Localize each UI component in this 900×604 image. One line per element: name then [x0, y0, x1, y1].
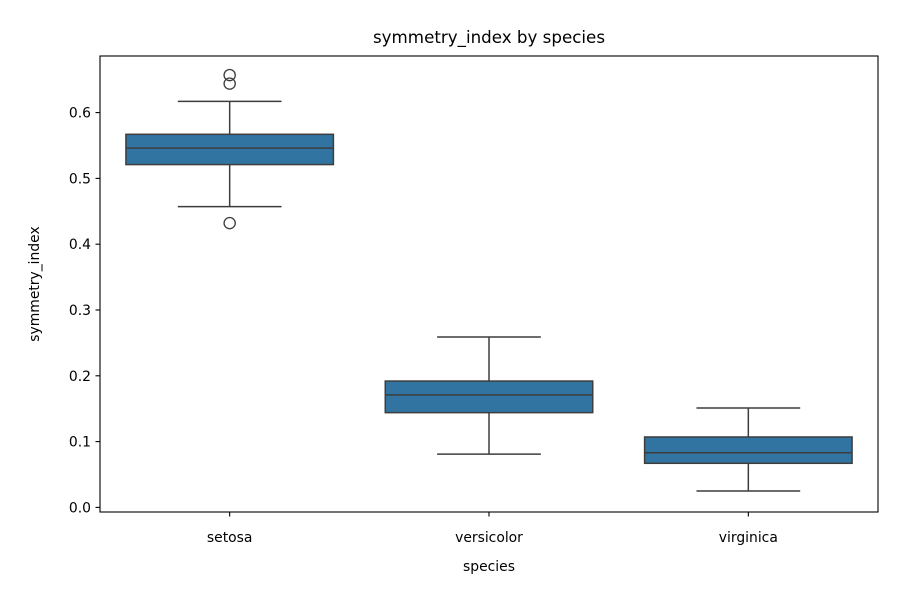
y-tick-label: 0.6 [69, 106, 91, 122]
box-iqr [643, 436, 853, 465]
y-axis-label: symmetry_index [27, 226, 43, 341]
y-tick-label: 0.4 [69, 237, 91, 253]
axes-frame [99, 55, 879, 513]
chart-title: symmetry_index by species [373, 27, 605, 48]
outlier-point [223, 68, 236, 82]
outlier-point [223, 216, 236, 230]
x-axis: setosa versicolor virginica [207, 512, 778, 546]
y-tick-label: 0.5 [69, 171, 91, 187]
x-tick-label: virginica [719, 530, 778, 546]
box-group-versicolor [384, 336, 594, 455]
y-tick-label: 0.1 [69, 435, 91, 451]
box-group-virginica [643, 407, 853, 492]
plot-area [125, 68, 853, 492]
outlier-point [223, 77, 236, 90]
y-axis: 0.0 0.1 0.2 0.3 0.4 0.5 0.6 [69, 106, 100, 516]
box-iqr [384, 380, 594, 414]
box-group-setosa [125, 68, 335, 230]
x-tick-label: versicolor [455, 530, 523, 546]
y-tick-label: 0.3 [69, 303, 91, 319]
x-axis-label: species [463, 559, 515, 575]
y-tick-label: 0.2 [69, 369, 91, 385]
box-iqr [125, 133, 335, 166]
y-tick-label: 0.0 [69, 500, 91, 516]
x-tick-label: setosa [207, 530, 252, 546]
